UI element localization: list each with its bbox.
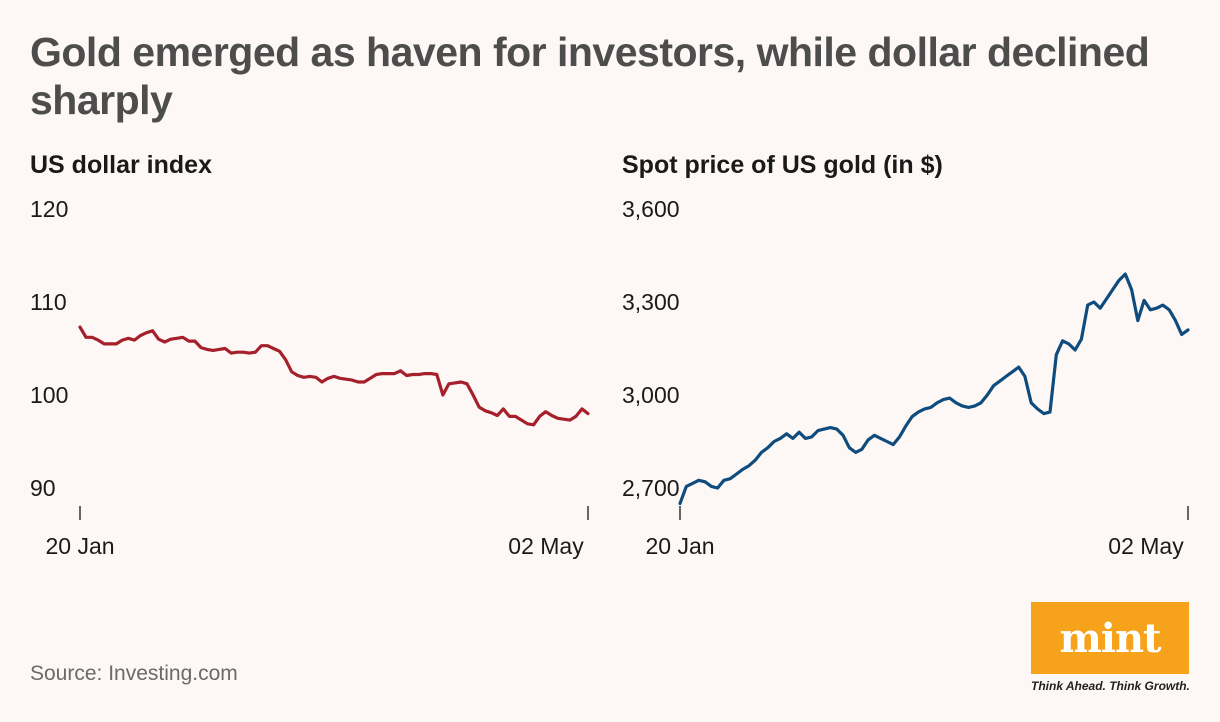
gold-price-chart: Spot price of US gold (in $) 3,600 3,300…	[622, 151, 1190, 559]
gold-ytick-label: 3,600	[622, 196, 680, 222]
gold-xtick-label: 02 May	[1108, 533, 1184, 559]
gold-price-series-line	[678, 272, 1190, 506]
dollar-ytick-label: 120	[30, 196, 68, 222]
gold-ytick-label: 3,000	[622, 382, 680, 408]
mint-logo: mint	[1031, 602, 1189, 674]
dollar-ytick-label: 100	[30, 382, 68, 408]
dollar-index-series-line	[78, 325, 590, 427]
dollar-ytick-label: 90	[30, 475, 56, 501]
gold-xtick-label: 20 Jan	[645, 533, 714, 559]
dollar-chart-subtitle: US dollar index	[30, 151, 212, 179]
dollar-index-chart: US dollar index 120 110 100 90 20 Jan 02…	[30, 151, 590, 559]
gold-chart-subtitle: Spot price of US gold (in $)	[622, 151, 943, 179]
logo-tagline: Think Ahead. Think Growth.	[1031, 679, 1190, 693]
dollar-ytick-label: 110	[30, 289, 67, 315]
source-note: Source: Investing.com	[30, 662, 238, 685]
logo-text: mint	[1059, 614, 1161, 662]
gold-ytick-label: 2,700	[622, 475, 680, 501]
dollar-xtick-label: 20 Jan	[45, 533, 114, 559]
dollar-xtick-label: 02 May	[508, 533, 584, 559]
gold-ytick-label: 3,300	[622, 289, 680, 315]
chart-title: Gold emerged as haven for investors, whi…	[30, 29, 1150, 123]
